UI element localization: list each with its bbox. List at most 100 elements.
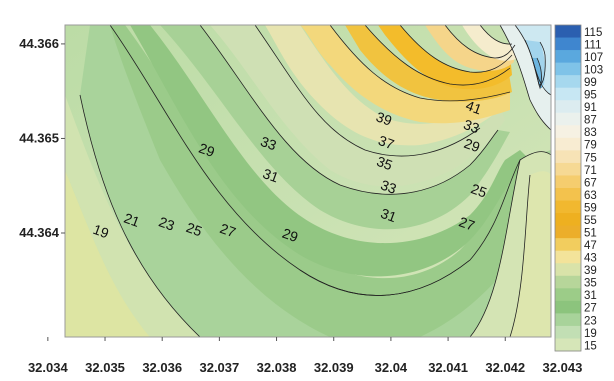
- colorbar-swatch: [555, 313, 581, 327]
- band-55: [345, 25, 512, 102]
- colorbar-swatch: [555, 150, 581, 164]
- colorbar-swatch: [555, 62, 581, 76]
- colorbar-swatch: [555, 112, 581, 126]
- band-63: [378, 25, 512, 90]
- band-19: [65, 95, 200, 337]
- colorbar-swatch: [555, 25, 581, 39]
- colorbar-swatch: [555, 338, 581, 352]
- contour-label: 29: [280, 225, 300, 245]
- y-tick-label: 44.366: [19, 36, 59, 51]
- colorbar-label: 91: [584, 102, 597, 114]
- band-31: [130, 25, 530, 277]
- plot-border: [64, 24, 552, 338]
- y-axis: 44.366 44.365 44.364: [19, 36, 65, 240]
- colorbar-label: 43: [584, 253, 597, 265]
- colorbar-label: 19: [584, 328, 597, 340]
- colorbar-label: 71: [584, 165, 597, 177]
- colorbar-label: 107: [584, 52, 603, 64]
- colorbar-swatch: [555, 37, 581, 51]
- band-27: [80, 25, 551, 337]
- colorbar-label: 67: [584, 177, 597, 189]
- colorbar-swatch: [555, 175, 581, 189]
- colorbar-label: 35: [584, 278, 597, 290]
- x-tick-label: 32.041: [428, 360, 468, 375]
- colorbar-label: 51: [584, 228, 597, 240]
- colorbar-swatch: [555, 87, 581, 101]
- band-35: [210, 25, 505, 187]
- colorbar-swatch: [555, 50, 581, 64]
- x-tick-label: 32.035: [85, 360, 125, 375]
- band-71: [425, 25, 514, 71]
- colorbar-swatch: [555, 275, 581, 289]
- x-axis: 32.034 32.035 32.036 32.037 32.038 32.039 32.0…: [28, 337, 582, 375]
- colorbar-label: 63: [584, 190, 597, 202]
- band-39: [265, 25, 500, 146]
- contour-label: 29: [462, 135, 482, 155]
- colorbar-label: 99: [584, 77, 597, 89]
- colorbar-swatch: [555, 188, 581, 202]
- colorbar-label: 47: [584, 240, 597, 252]
- colorbar-label: 23: [584, 315, 597, 327]
- colorbar: 1151111071039995918783797571676359555147…: [554, 24, 603, 352]
- colorbar-swatch: [555, 200, 581, 214]
- colorbar-label: 31: [584, 290, 597, 302]
- contour-label: 33: [379, 177, 399, 197]
- contour-label: 25: [184, 219, 204, 239]
- colorbar-swatch: [555, 75, 581, 89]
- band-79: [462, 25, 520, 61]
- x-tick-label: 32.037: [199, 360, 239, 375]
- band-15: [65, 170, 150, 337]
- contour-label: 39: [374, 108, 394, 128]
- contour-label: 27: [457, 213, 477, 233]
- colorbar-label: 95: [584, 90, 597, 102]
- contour-label: 37: [376, 132, 396, 152]
- colorbar-label: 87: [584, 115, 597, 127]
- colorbar-swatch: [555, 225, 581, 239]
- band-29: [110, 25, 551, 337]
- colorbar-swatch: [555, 213, 581, 227]
- colorbar-swatch: [555, 325, 581, 339]
- x-tick-label: 32.04: [375, 360, 408, 375]
- colorbar-label: 111: [584, 39, 601, 51]
- band-23-right: [510, 171, 551, 337]
- contour-label: 27: [218, 220, 238, 240]
- colorbar-label: 103: [584, 65, 603, 77]
- colorbar-label: 79: [584, 140, 597, 152]
- colorbar-label: 39: [584, 265, 597, 277]
- y-tick-label: 44.364: [19, 225, 60, 240]
- x-tick-label: 32.043: [543, 360, 583, 375]
- contour-label: 25: [469, 180, 489, 200]
- x-tick-label: 32.036: [142, 360, 182, 375]
- colorbar-label: 59: [584, 202, 597, 214]
- x-tick-label: 32.039: [314, 360, 354, 375]
- colorbar-label: 15: [584, 340, 597, 352]
- contour-label: 19: [91, 221, 111, 241]
- x-tick-label: 32.038: [257, 360, 297, 375]
- colorbar-swatch: [555, 125, 581, 139]
- colorbar-swatch: [555, 238, 581, 252]
- x-tick-label: 32.042: [485, 360, 525, 375]
- colorbar-swatch: [555, 288, 581, 302]
- contour-label: 23: [157, 213, 177, 233]
- colorbar-label: 75: [584, 152, 597, 164]
- colorbar-label: 83: [584, 127, 597, 139]
- contour-label: 21: [122, 210, 142, 230]
- contour-label: 35: [375, 153, 395, 173]
- colorbar-label: 115: [584, 27, 602, 39]
- contour-label: 41: [464, 97, 484, 117]
- colorbar-swatch: [555, 137, 581, 151]
- colorbar-swatch: [555, 100, 581, 114]
- colorbar-border: [554, 24, 582, 352]
- contour-lines: [79, 25, 551, 337]
- colorbar-swatch: [555, 263, 581, 277]
- x-tick-label: 32.034: [28, 360, 69, 375]
- colorbar-swatch: [555, 250, 581, 264]
- colorbar-label: 27: [584, 303, 597, 315]
- contour-label: 31: [379, 205, 399, 225]
- colorbar-swatch: [555, 300, 581, 314]
- contour-label: 31: [261, 165, 281, 185]
- colorbar-swatch: [555, 162, 581, 176]
